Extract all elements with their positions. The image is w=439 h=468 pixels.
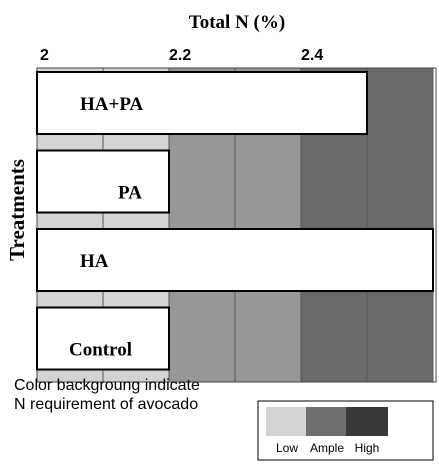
plot-area: HA+PA PA HA Control: [36, 67, 437, 383]
bar-label-ha-plus-pa: HA+PA: [80, 94, 144, 115]
legend-label-low: Low: [276, 441, 298, 455]
bar-ha: [36, 228, 434, 293]
bar-label-control: Control: [69, 340, 132, 361]
band-note-line-1: Color backgroung indicate: [14, 377, 200, 394]
bar-label-pa: PA: [118, 183, 142, 204]
legend-label-ample: Ample: [310, 441, 344, 455]
x-tick-labels: 2 2.2 2.4: [40, 47, 323, 64]
bar-control: [36, 306, 170, 371]
plot-frame: [36, 67, 437, 383]
x-tick-label-2-4: 2.4: [301, 47, 323, 64]
legend-label-high: High: [355, 441, 380, 455]
legend-swatch-low: [266, 407, 308, 436]
x-tick-label-2: 2: [40, 47, 49, 64]
band-note-line-2: N requirement of avocado: [14, 396, 199, 413]
legend-swatch-high: [346, 407, 388, 436]
x-tick-label-2-2: 2.2: [169, 47, 191, 64]
y-axis-label: Treatments: [5, 159, 29, 261]
band-note: Color backgroung indicate N requirement …: [14, 376, 254, 414]
legend-swatch-ample: [306, 407, 348, 436]
legend: Low Ample High: [257, 400, 434, 461]
bar-pa: [36, 149, 170, 214]
chart-title: Total N (%): [189, 12, 285, 33]
bar-label-ha: HA: [80, 251, 109, 272]
bar-ha-plus-pa: [36, 71, 368, 136]
